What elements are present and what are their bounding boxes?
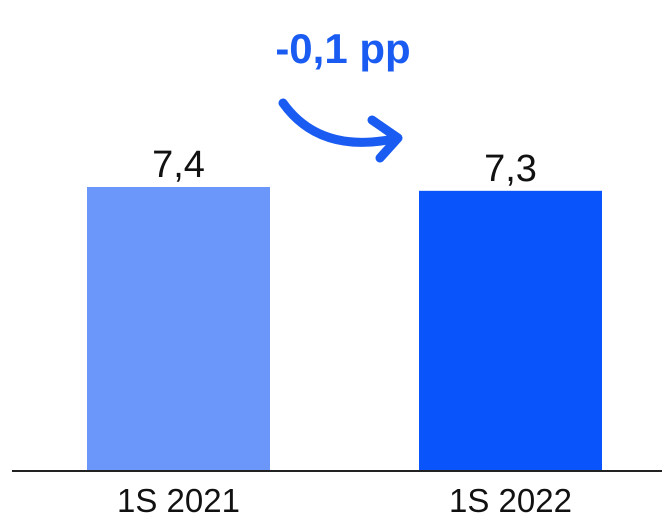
category-label-1: 1S 2021	[117, 482, 240, 519]
bars-group	[87, 187, 602, 470]
value-label-2: 7,3	[484, 148, 537, 190]
change-annotation: -0,1 pp	[275, 25, 410, 72]
curved-arrow-right-icon	[278, 98, 403, 163]
category-label-2: 1S 2022	[449, 482, 572, 519]
bar-1	[87, 187, 270, 470]
value-labels-group: 7,4 7,3	[152, 144, 537, 190]
bar-2	[419, 190, 602, 470]
value-label-1: 7,4	[152, 144, 205, 186]
category-labels-group: 1S 2021 1S 2022	[117, 482, 572, 519]
